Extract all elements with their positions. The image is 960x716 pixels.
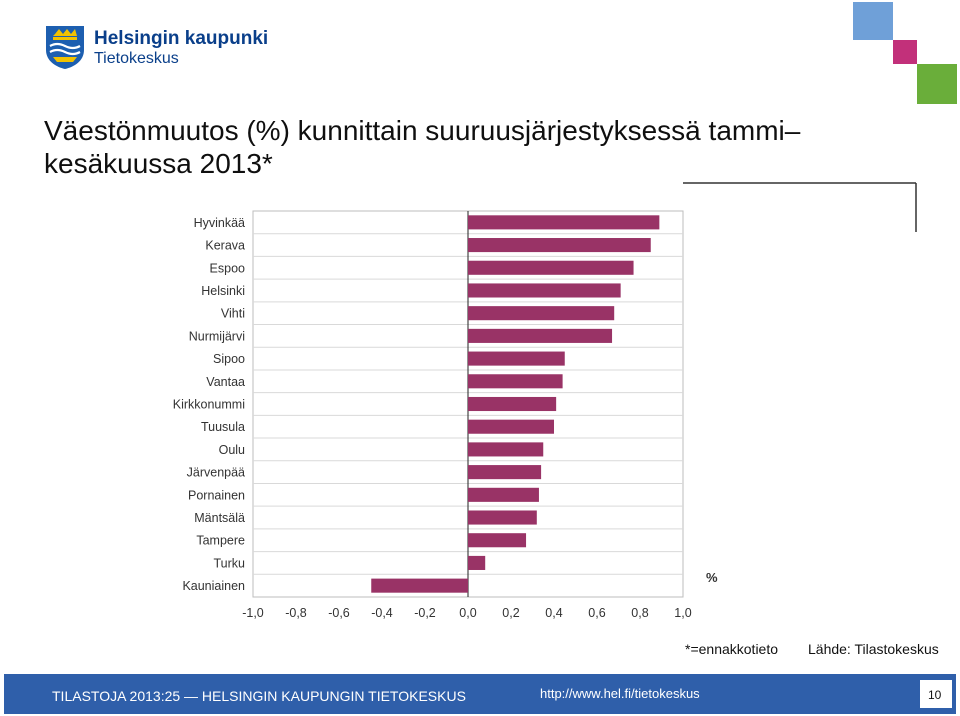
- page-number: 10: [928, 688, 942, 702]
- category-label: Kerava: [205, 239, 245, 253]
- x-tick-label: 0,0: [459, 606, 476, 620]
- bar-pornainen: [468, 487, 539, 502]
- bar-järvenpää: [468, 465, 542, 480]
- category-label: Mäntsälä: [194, 511, 245, 525]
- x-tick-label: 0,2: [502, 606, 519, 620]
- category-label: Oulu: [219, 443, 245, 457]
- category-label: Hyvinkää: [194, 216, 245, 230]
- bar-vihti: [468, 306, 615, 321]
- category-label: Turku: [214, 556, 246, 570]
- page-title: Väestönmuutos (%) kunnittain suuruusjärj…: [44, 115, 801, 179]
- source-note: Lähde: Tilastokeskus: [808, 641, 939, 657]
- category-label: Vantaa: [206, 375, 245, 389]
- deco-square-magenta: [893, 40, 917, 64]
- bar-oulu: [468, 442, 544, 457]
- bar-turku: [468, 555, 486, 570]
- logo-name: Helsingin kaupunki: [94, 28, 269, 49]
- bar-vantaa: [468, 374, 563, 389]
- category-label: Kirkkonummi: [173, 398, 245, 412]
- bar-nurmijärvi: [468, 328, 613, 343]
- bar-tuusula: [468, 419, 554, 434]
- bar-espoo: [468, 260, 634, 275]
- page-number-box: [920, 680, 952, 708]
- x-tick-label: -0,4: [371, 606, 393, 620]
- helsinki-logo: Helsingin kaupunki Tietokeskus: [44, 24, 268, 72]
- footer-publication: TILASTOJA 2013:25 — HELSINGIN KAUPUNGIN …: [52, 688, 466, 704]
- category-label: Sipoo: [213, 352, 245, 366]
- category-label: Tuusula: [201, 420, 245, 434]
- helsinki-crest-icon: [46, 26, 84, 69]
- category-label: Helsinki: [201, 284, 245, 298]
- x-tick-label: 1,0: [674, 606, 691, 620]
- category-label: Järvenpää: [187, 466, 245, 480]
- category-label: Nurmijärvi: [189, 329, 245, 343]
- bar-kauniainen: [371, 578, 468, 593]
- footer-url-link[interactable]: http://www.hel.fi/tietokeskus: [540, 686, 700, 701]
- x-tick-label: 0,8: [631, 606, 648, 620]
- bar-kerava: [468, 238, 651, 253]
- x-tick-label: -0,6: [328, 606, 350, 620]
- logo-unit: Tietokeskus: [94, 50, 179, 67]
- bar-kirkkonummi: [468, 396, 557, 412]
- x-axis-unit-label: %: [706, 570, 718, 585]
- category-label: Pornainen: [188, 488, 245, 502]
- estimate-note: *=ennakkotieto: [685, 641, 779, 657]
- bar-mäntsälä: [468, 510, 537, 525]
- bar-helsinki: [468, 283, 621, 298]
- bar-hyvinkää: [468, 215, 660, 230]
- deco-square-blue: [853, 2, 893, 40]
- x-tick-label: 0,4: [545, 606, 562, 620]
- category-label: Kauniainen: [182, 579, 245, 593]
- x-tick-label: -0,2: [414, 606, 436, 620]
- x-tick-label: -0,8: [285, 606, 307, 620]
- bar-tampere: [468, 533, 527, 548]
- x-tick-label: 0,6: [588, 606, 605, 620]
- category-label: Espoo: [210, 261, 245, 275]
- category-label: Vihti: [221, 307, 245, 321]
- bar-sipoo: [468, 351, 565, 366]
- category-label: Tampere: [196, 534, 245, 548]
- deco-square-green: [917, 64, 957, 104]
- x-tick-label: -1,0: [242, 606, 264, 620]
- footer-bar: TILASTOJA 2013:25 — HELSINGIN KAUPUNGIN …: [4, 674, 956, 714]
